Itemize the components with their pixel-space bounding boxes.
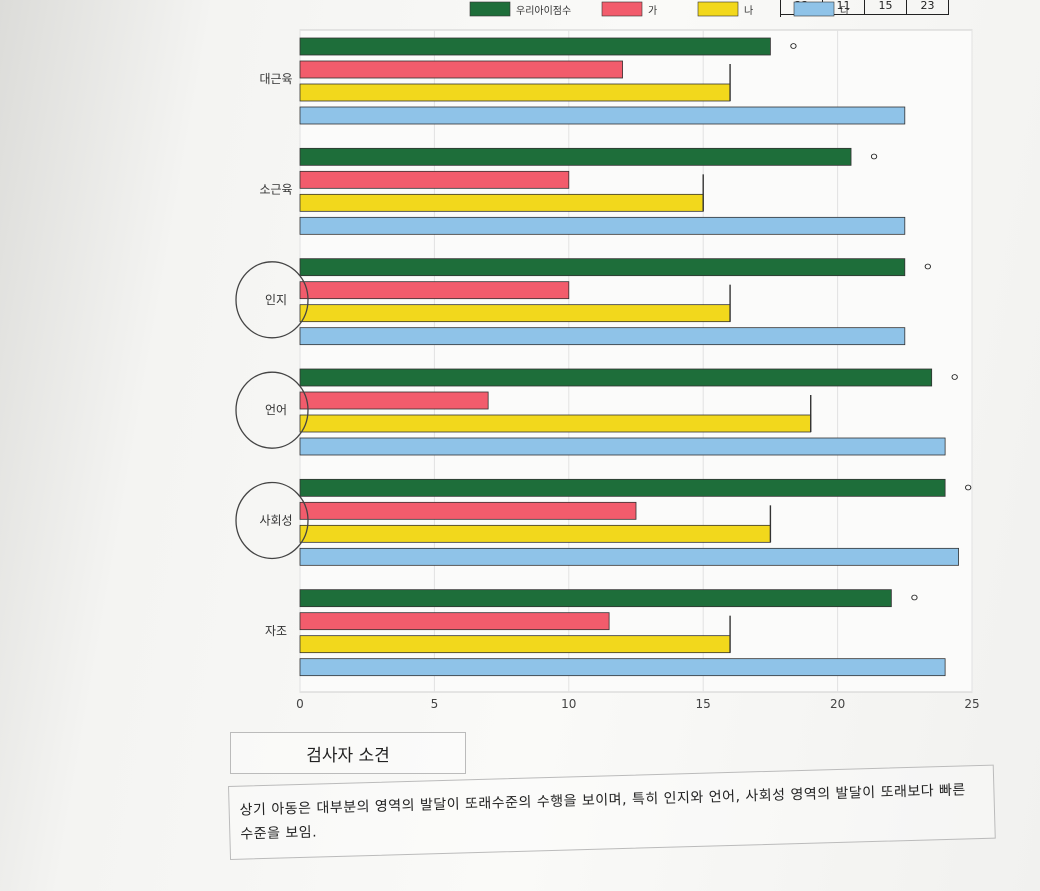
legend-swatch	[469, 1, 511, 17]
category-label: 언어	[265, 403, 287, 417]
x-tick-label: 15	[696, 697, 711, 711]
annotation-mark: ㅇ	[923, 261, 933, 274]
bar-사회성-4	[299, 547, 959, 566]
annotation-mark: ㅇ	[788, 40, 798, 53]
table-cell: 11	[823, 0, 865, 15]
hand-drawn-circle	[235, 261, 309, 339]
annotation-mark: ㅇ	[950, 371, 960, 384]
bar-대근육-1	[299, 37, 771, 56]
bar-인지-3	[299, 304, 731, 323]
bar-언어-4	[299, 437, 946, 456]
hand-drawn-circle	[235, 481, 309, 560]
x-tick-label: 0	[296, 697, 304, 711]
bar-언어-1	[299, 368, 933, 387]
x-tick-label: 25	[964, 697, 979, 711]
category-label: 소근육	[259, 183, 292, 197]
legend-label: 다	[840, 5, 849, 17]
annotation-mark: ㅇ	[963, 481, 973, 494]
bar-사회성-2	[299, 501, 637, 520]
legend-label: 나	[744, 5, 753, 17]
legend-swatch	[793, 1, 835, 17]
bar-대근육-3	[299, 83, 731, 102]
bar-대근육-4	[299, 106, 906, 125]
bar-사회성-1	[299, 478, 946, 497]
bar-자조-2	[299, 612, 610, 631]
annotation-mark: ㅇ	[909, 592, 919, 605]
bar-인지-4	[299, 327, 906, 346]
bar-인지-2	[299, 281, 570, 300]
bar-소근육-3	[299, 193, 704, 212]
bar-언어-2	[299, 391, 489, 410]
bar-소근육-4	[299, 216, 906, 235]
legend-label: 가	[648, 5, 657, 17]
category-label: 대근육	[259, 72, 292, 86]
bar-자조-3	[299, 635, 731, 654]
bar-언어-3	[299, 414, 812, 433]
bar-소근육-2	[299, 170, 570, 189]
plot-area	[299, 29, 973, 693]
bar-대근육-2	[299, 60, 623, 79]
bar-자조-1	[299, 589, 892, 608]
category-label: 사회성	[259, 514, 292, 528]
legend-label: 우리아이점수	[516, 5, 571, 17]
table-cell: 15	[865, 0, 907, 15]
annotation-mark: ㅇ	[869, 150, 879, 163]
bar-사회성-3	[299, 524, 771, 543]
bar-소근육-1	[299, 147, 852, 166]
hand-drawn-circle	[235, 371, 309, 449]
x-tick-label: 20	[830, 697, 845, 711]
x-tick-label: 10	[561, 697, 576, 711]
legend-swatch	[601, 1, 643, 17]
category-label: 인지	[265, 293, 287, 307]
legend-swatch	[697, 1, 739, 17]
bar-인지-1	[299, 258, 906, 277]
x-tick-label: 5	[431, 697, 439, 711]
category-label: 자조	[265, 624, 287, 638]
table-cell: 23	[907, 0, 949, 15]
opinion-title: 검사자 소견	[230, 732, 466, 774]
bar-자조-4	[299, 658, 946, 677]
